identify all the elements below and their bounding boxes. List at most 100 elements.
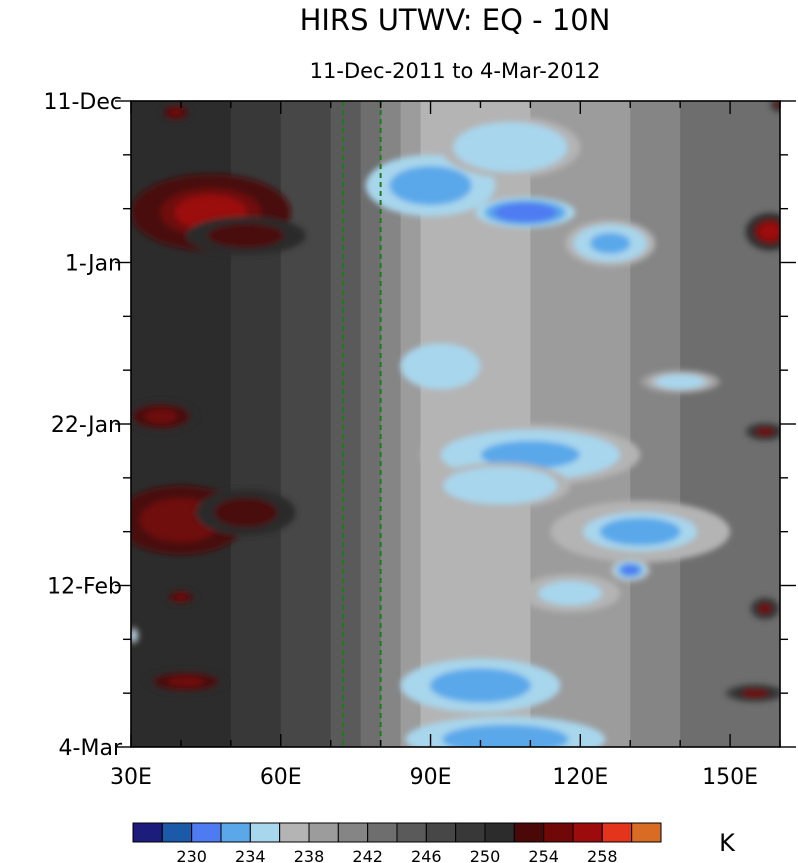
band-cell bbox=[460, 101, 471, 747]
colorbar-label: 234 bbox=[235, 847, 266, 863]
band-cell bbox=[220, 101, 232, 747]
colorbar-swatch bbox=[543, 822, 574, 843]
y-tick-label: 22-Jan bbox=[51, 413, 122, 438]
band-cell bbox=[200, 101, 212, 747]
y-axis: 11-Dec 1-Jan 22-Jan 12-Feb 4-Mar bbox=[43, 90, 796, 761]
band-cell bbox=[360, 101, 372, 747]
feature-contour-11 bbox=[758, 603, 772, 614]
band-cell bbox=[290, 101, 302, 747]
band-cell bbox=[580, 101, 591, 747]
colorbar-label: 258 bbox=[587, 847, 618, 863]
band-cell bbox=[540, 101, 551, 747]
band-cell bbox=[320, 101, 332, 747]
band-cell bbox=[340, 101, 352, 747]
colorbar-swatch bbox=[191, 822, 222, 843]
feature-contour-26 bbox=[444, 673, 517, 698]
band-cell bbox=[280, 101, 292, 747]
band-cell bbox=[440, 101, 452, 747]
band-cell bbox=[190, 101, 202, 747]
band-cell bbox=[510, 101, 521, 747]
band-cell bbox=[470, 101, 481, 747]
x-axis: 30E 60E 90E 120E 150E bbox=[110, 101, 781, 790]
band-cell bbox=[490, 101, 501, 747]
band-cell bbox=[310, 101, 322, 747]
colorbar-label: 254 bbox=[528, 847, 559, 863]
y-tick-label: 11-Dec bbox=[43, 90, 122, 115]
feature-contour-12 bbox=[741, 689, 769, 698]
colorbar-swatch bbox=[132, 822, 163, 843]
feature-contour-10 bbox=[756, 427, 775, 436]
band-cell bbox=[590, 101, 601, 747]
feature-contour-5 bbox=[167, 676, 204, 687]
colorbar-swatch bbox=[220, 822, 251, 843]
y-tick-label: 4-Mar bbox=[59, 736, 123, 761]
band-cell bbox=[390, 101, 402, 747]
band-cell bbox=[380, 101, 392, 747]
feature-contour-21 bbox=[621, 564, 640, 576]
band-cell bbox=[430, 101, 442, 747]
colorbar-swatch bbox=[425, 822, 457, 843]
band-cell bbox=[270, 101, 282, 747]
colorbar-label: 230 bbox=[176, 847, 207, 863]
colorbar-swatch bbox=[484, 822, 515, 843]
band-cell bbox=[240, 101, 252, 747]
y-tick-label: 1-Jan bbox=[65, 252, 122, 277]
anomaly-features bbox=[131, 101, 780, 747]
x-tick-label: 30E bbox=[110, 765, 152, 790]
chart-subtitle: 11-Dec-2011 to 4-Mar-2012 bbox=[310, 59, 601, 83]
x-tick-label: 120E bbox=[552, 765, 608, 790]
feature-contour-4 bbox=[223, 502, 269, 523]
colorbar-swatch bbox=[396, 822, 427, 843]
band-cell bbox=[370, 101, 382, 747]
feature-contour-27 bbox=[460, 728, 551, 747]
band-cell bbox=[450, 101, 461, 747]
feature-contour-2 bbox=[218, 226, 273, 245]
band-cell bbox=[260, 101, 272, 747]
band-cell bbox=[740, 101, 751, 747]
band-cell bbox=[650, 101, 661, 747]
chart-title: HIRS UTWV: EQ - 10N bbox=[300, 3, 611, 37]
feature-contour-30 bbox=[131, 631, 137, 640]
band-cell bbox=[660, 101, 671, 747]
band-cell bbox=[520, 101, 531, 747]
band-cell bbox=[530, 101, 541, 747]
band-cell bbox=[410, 101, 422, 747]
feature-contour-24 bbox=[422, 355, 459, 377]
band-cell bbox=[500, 101, 511, 747]
colorbar-swatch bbox=[279, 822, 310, 843]
band-cell bbox=[210, 101, 222, 747]
x-tick-label: 90E bbox=[410, 765, 452, 790]
band-cell bbox=[610, 101, 621, 747]
colorbar-swatch bbox=[337, 822, 369, 843]
feature-contour-13 bbox=[775, 101, 780, 109]
colorbar-swatch bbox=[513, 822, 545, 843]
colorbar-swatch bbox=[455, 822, 486, 843]
colorbar-unit: K bbox=[719, 829, 736, 857]
colorbar-swatch bbox=[572, 822, 603, 843]
band-cell bbox=[570, 101, 581, 747]
feature-contour-18 bbox=[590, 232, 631, 254]
plot-area bbox=[131, 101, 780, 747]
colorbar: 230 234 238 242 246 250 254 258 bbox=[132, 822, 662, 863]
feature-contour-16 bbox=[502, 205, 548, 220]
band-cell bbox=[640, 101, 651, 747]
colorbar-swatch bbox=[308, 822, 339, 843]
band-cell bbox=[250, 101, 262, 747]
band-cell bbox=[690, 101, 701, 747]
band-cell bbox=[330, 101, 342, 747]
colorbar-swatch bbox=[161, 822, 193, 843]
colorbar-label: 250 bbox=[470, 847, 501, 863]
colorbar-swatch bbox=[249, 822, 281, 843]
colorbar-swatch bbox=[631, 822, 662, 843]
feature-contour-23 bbox=[468, 475, 532, 496]
feature-contour-15 bbox=[401, 171, 460, 200]
band-cell bbox=[600, 101, 611, 747]
band-cell bbox=[710, 101, 721, 747]
band-cell bbox=[620, 101, 631, 747]
band-cell bbox=[720, 101, 731, 747]
feature-contour-29 bbox=[547, 584, 593, 602]
band-cell bbox=[300, 101, 312, 747]
band-cell bbox=[630, 101, 641, 747]
band-cell bbox=[480, 101, 491, 747]
band-cell bbox=[700, 101, 711, 747]
